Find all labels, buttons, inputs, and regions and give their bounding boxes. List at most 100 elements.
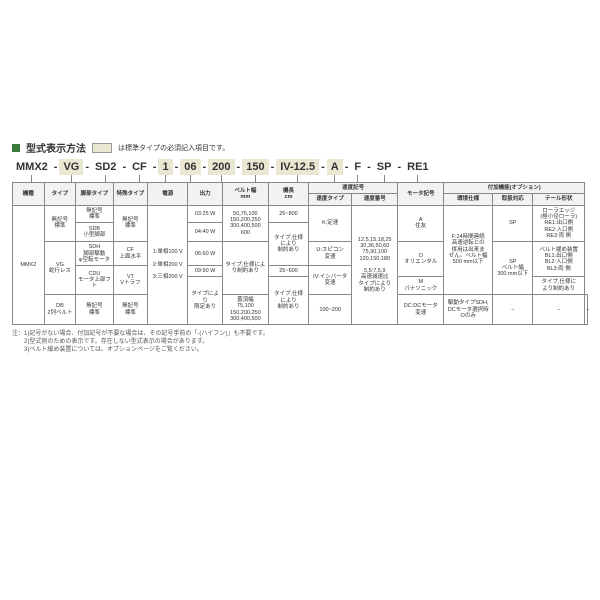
cell-speed-iv: IV:インバータ変速: [309, 266, 352, 295]
model-segment: 06: [180, 159, 200, 182]
cell-out-03: 03:25 W: [188, 205, 223, 223]
note-1: 注：1)記号がない場合、付加記号が不要な場合は、その記号手前の「-(ハイフン)」…: [12, 331, 588, 339]
note-2: 2)型式例のための表示です。存在しない型式表示の場合があります。: [12, 339, 588, 347]
dash-separator: -: [269, 159, 277, 182]
model-segment-label: SD2: [91, 159, 120, 175]
th-speed-type: 速度タイプ: [309, 194, 352, 205]
cell-tori-sp2: SPベルト幅300 mm以下: [493, 242, 533, 295]
model-segment: F: [350, 159, 365, 182]
model-segment: 150: [242, 159, 268, 182]
cell-out-09: 09:90 W: [188, 266, 223, 277]
model-segment: 200: [208, 159, 234, 182]
legend-text: は標準タイプの必須記入項目です。: [118, 143, 229, 153]
th-speed-num: 速度番号: [352, 194, 398, 205]
cell-speed-u: U:スピコン変速: [309, 242, 352, 266]
th-shutsuryoku: 出力: [188, 183, 223, 206]
th-option: 付加機能(オプション): [444, 183, 585, 194]
dash-separator: -: [201, 159, 209, 182]
legend-swatch: [92, 143, 112, 153]
connector-line: [139, 175, 140, 182]
model-segment-label: CF: [128, 159, 151, 175]
connector-line: [221, 175, 222, 182]
connector-line: [165, 175, 166, 182]
connector-line: [71, 175, 72, 182]
model-segment-label: F: [350, 159, 365, 175]
title-marker: [12, 144, 20, 152]
model-segment: 1: [158, 159, 172, 182]
dash-separator: -: [395, 159, 403, 182]
th-tokushu: 特殊タイプ: [113, 183, 148, 206]
cell-tail-re: ローラエッジ(極小径ローラ)RE1:出口側RE2:入口側RE3:両 側: [533, 205, 585, 242]
th-dengen: 電源: [148, 183, 188, 206]
cell-tail-bl: ベルト緩め装置BL1:出口側BL2:入口側BL3:両 側: [533, 242, 585, 277]
th-belt: ベルト幅mm: [222, 183, 268, 206]
th-kishu: 機種: [13, 183, 45, 206]
cell-env-f: F:24時間連続高速逆転との併用は出来ません。ベルト幅500 mm以下: [444, 205, 493, 294]
cell-type-std: 無記号標準: [44, 205, 76, 242]
cell-type-vg: VG蛇行レス: [44, 242, 76, 295]
dash-separator: -: [319, 159, 327, 182]
cell-out-04: 04:40 W: [188, 223, 223, 242]
cell-tokushu-std2: 無記号標準: [113, 295, 148, 325]
cell-kicho-4: タイプ,仕様により制約あり: [268, 277, 308, 325]
connector-line: [384, 175, 385, 182]
cell-kishu: MMX2: [13, 205, 45, 325]
cell-type-db: DB2列ベルト: [44, 295, 76, 325]
cell-speed-k: K:定速: [309, 205, 352, 242]
cell-kicho-1: 25~800: [268, 205, 308, 223]
cell-tail-note: タイプ,仕様により制約あり: [533, 277, 585, 295]
cell-speed-num: 12.5,15,18,2530,36,50,6075,90,100120,150…: [352, 205, 398, 325]
model-segment-label: A: [327, 159, 343, 175]
cell-kicho-3: 25~600: [268, 266, 308, 277]
model-segment-label: MMX2: [12, 159, 52, 175]
cell-motor-note: 駆動タイプSDH,DCモータ選択時Oのみ: [444, 295, 493, 325]
cell-ashi-std2: 無記号標準: [76, 295, 113, 325]
model-segment: VG: [59, 159, 83, 182]
note-3: 3)ベルト緩め装置については、オプションページをご覧ください。: [12, 347, 588, 355]
model-segment: RE1: [403, 159, 432, 182]
dash-separator: -: [173, 159, 181, 182]
cell-speed-dc: DC:DCモータ変速: [398, 295, 444, 325]
cell-kicho-5: 100~200: [309, 295, 352, 325]
model-segment: SD2: [91, 159, 120, 182]
model-segment-label: IV-12.5: [276, 159, 319, 175]
cell-out-limit: タイプにより限定あり: [188, 277, 223, 325]
cell-ashi-std: 無記号標準: [76, 205, 113, 223]
cell-tail-dash: −: [585, 295, 588, 325]
footnotes: 注：1)記号がない場合、付加記号が不要な場合は、その記号手前の「-(ハイフン)」…: [12, 331, 588, 354]
cell-motor-m: Mパナソニック: [398, 277, 444, 295]
cell-tokushu-vt: VTVトラフ: [113, 266, 148, 295]
model-segment: IV-12.5: [276, 159, 319, 182]
page-title: 型式表示方法: [26, 140, 86, 155]
th-ashi: 脚部タイプ: [76, 183, 113, 206]
model-segment-label: SP: [373, 159, 396, 175]
header-row-1: 機種 タイプ 脚部タイプ 特殊タイプ 電源 出力 ベルト幅mm 機長cm 速度記…: [13, 183, 588, 194]
dash-separator: -: [83, 159, 91, 182]
cell-dengen: 1:単相100 V2:単相200 V3:三相200 V: [148, 205, 188, 325]
model-segment-label: RE1: [403, 159, 432, 175]
dash-separator: -: [151, 159, 159, 182]
model-segment: MMX2: [12, 159, 52, 182]
connector-line: [334, 175, 335, 182]
cell-tokushu-std: 無記号標準: [113, 205, 148, 242]
model-code-line: MMX2-VG-SD2-CF-1-06-200-150-IV-12.5-A-F-…: [12, 159, 588, 182]
cell-ashi-sdb: SDB小型脚部: [76, 223, 113, 242]
cell-belt-3: 蓋頂幅75,100150,200,250300,400,500: [222, 295, 268, 325]
spec-table: 機種 タイプ 脚部タイプ 特殊タイプ 電源 出力 ベルト幅mm 機長cm 速度記…: [12, 182, 588, 325]
model-segment-label: VG: [59, 159, 83, 175]
cell-belt-2: タイプ,仕様により制約あり: [222, 242, 268, 295]
cell-tokushu-cf: CF上面水平: [113, 242, 148, 266]
dash-separator: -: [343, 159, 351, 182]
cell-out-06: 06:60 W: [188, 242, 223, 266]
model-segment-label: 06: [180, 159, 200, 175]
th-type: タイプ: [44, 183, 76, 206]
cell-tori-dash: −: [533, 295, 585, 325]
th-env: 環境仕様: [444, 194, 493, 205]
model-segment-label: 200: [208, 159, 234, 175]
th-kicho: 機長cm: [268, 183, 308, 206]
title-row: 型式表示方法 は標準タイプの必須記入項目です。: [12, 140, 588, 155]
connector-line: [297, 175, 298, 182]
cell-motor-o: Oオリエンタル: [398, 242, 444, 277]
dash-separator: -: [52, 159, 60, 182]
connector-line: [31, 175, 32, 182]
